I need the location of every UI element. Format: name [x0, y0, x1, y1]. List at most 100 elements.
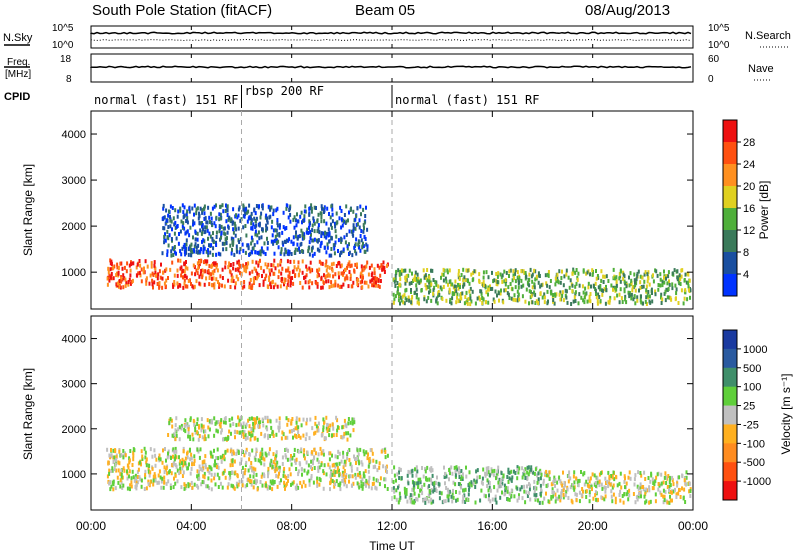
echo-cell — [428, 280, 431, 285]
echo-cell — [635, 277, 638, 282]
echo-cell — [109, 480, 112, 485]
echo-cell — [430, 298, 433, 303]
echo-cell — [484, 473, 487, 478]
echo-cell — [523, 469, 526, 474]
echo-cell — [247, 209, 250, 214]
echo-cell — [266, 415, 269, 420]
echo-cell — [128, 458, 131, 463]
echo-cell — [219, 455, 222, 460]
echo-cell — [269, 485, 271, 490]
echo-cell — [343, 431, 346, 436]
echo-cell — [361, 477, 364, 482]
echo-cell — [259, 480, 262, 484]
echo-cell — [196, 231, 199, 236]
echo-cell — [250, 461, 253, 465]
echo-cell — [270, 205, 273, 210]
echo-cell — [685, 470, 688, 475]
echo-cell — [478, 475, 481, 480]
echo-cell — [272, 460, 275, 465]
echo-cell — [659, 490, 662, 495]
echo-cell — [633, 278, 636, 283]
echo-cell — [169, 224, 172, 229]
echo-cell — [332, 426, 335, 431]
echo-cell — [257, 230, 260, 235]
echo-cell — [314, 451, 317, 456]
echo-cell — [278, 471, 280, 476]
echo-cell — [174, 208, 177, 213]
echo-cell — [274, 469, 277, 474]
echo-cell — [504, 488, 507, 493]
echo-cell — [362, 244, 365, 249]
echo-cell — [107, 460, 110, 465]
echo-cell — [311, 253, 314, 258]
echo-cell — [424, 467, 426, 472]
echo-cell — [563, 274, 566, 279]
echo-cell — [435, 296, 438, 301]
echo-cell — [371, 451, 374, 456]
echo-cell — [242, 263, 245, 268]
echo-cell — [183, 226, 186, 231]
echo-cell — [202, 238, 205, 243]
echo-cell — [270, 239, 273, 244]
echo-cell — [468, 289, 471, 294]
echo-cell — [534, 301, 537, 305]
echo-cell — [454, 287, 456, 292]
echo-cell — [244, 424, 247, 429]
echo-cell — [478, 280, 481, 284]
echo-cell — [521, 475, 524, 480]
echo-cell — [361, 279, 364, 284]
echo-cell — [664, 489, 667, 494]
echo-cell — [465, 497, 468, 502]
echo-cell — [254, 219, 257, 224]
echo-cell — [415, 473, 418, 478]
echo-cell — [111, 466, 114, 471]
echo-cell — [447, 282, 449, 287]
echo-cell — [504, 287, 507, 292]
echo-cell — [574, 284, 577, 289]
echo-cell — [513, 494, 516, 499]
echo-cell — [534, 497, 537, 502]
echo-cell — [610, 494, 613, 499]
echo-cell — [323, 234, 326, 239]
echo-cell — [300, 241, 303, 246]
echo-cell — [173, 457, 176, 462]
echo-cell — [266, 427, 269, 432]
echo-cell — [300, 467, 303, 472]
echo-cell — [236, 215, 239, 220]
echo-cell — [326, 422, 329, 427]
freq-series — [90, 65, 692, 69]
echo-cell — [302, 236, 305, 241]
echo-cell — [131, 463, 134, 467]
echo-cell — [272, 241, 275, 246]
echo-cell — [661, 297, 664, 302]
echo-cell — [460, 292, 462, 296]
echo-cell — [570, 302, 573, 306]
echo-cell — [325, 279, 328, 284]
echo-cell — [639, 280, 642, 285]
echo-cell — [229, 285, 232, 289]
echo-cell — [605, 274, 608, 279]
echo-cell — [624, 485, 626, 490]
echo-cell — [604, 489, 607, 494]
echo-cell — [559, 498, 562, 503]
echo-cell — [106, 474, 109, 479]
echo-cell — [476, 475, 479, 480]
echo-cell — [213, 448, 215, 453]
echo-cell — [187, 434, 190, 439]
echo-cell — [361, 268, 364, 273]
echo-cell — [611, 485, 614, 490]
echo-cell — [347, 262, 350, 267]
echo-cell — [527, 491, 530, 496]
echo-cell — [342, 465, 345, 470]
echo-cell — [615, 281, 618, 286]
echo-cell — [249, 251, 252, 256]
echo-cell — [251, 468, 253, 473]
echo-cell — [242, 203, 245, 208]
echo-cell — [565, 268, 568, 273]
echo-cell — [499, 272, 502, 277]
echo-cell — [171, 424, 174, 429]
echo-cell — [236, 249, 238, 254]
echo-cell — [163, 240, 166, 245]
echo-cell — [587, 285, 590, 290]
echo-cell — [130, 480, 133, 485]
